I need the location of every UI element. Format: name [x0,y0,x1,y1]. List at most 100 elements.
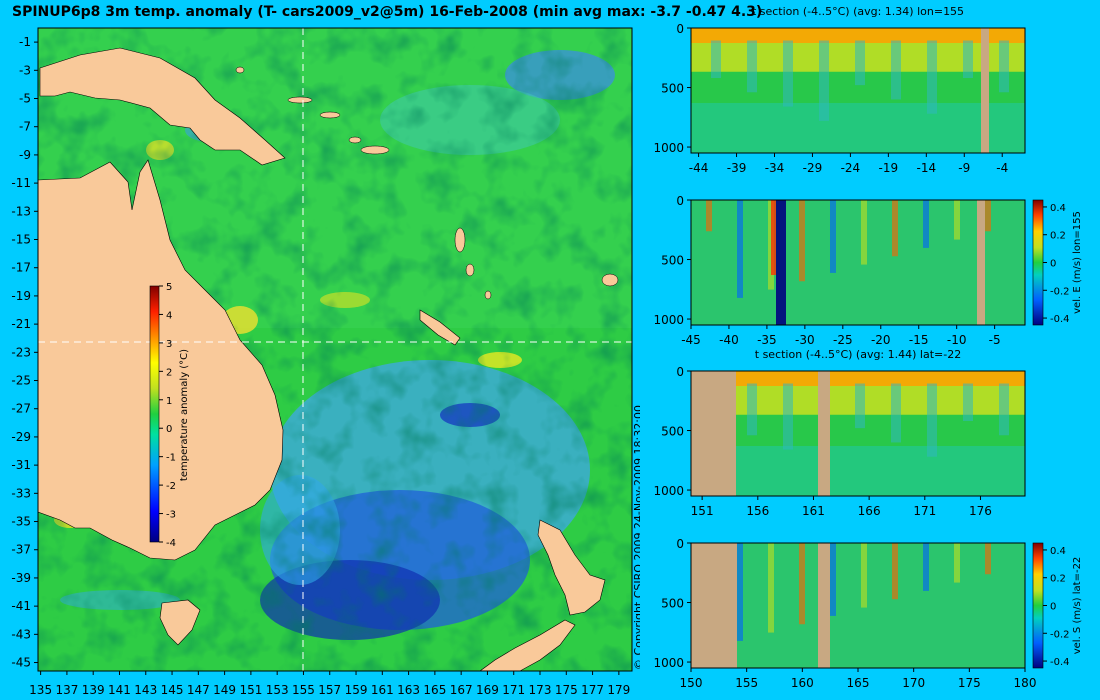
lat-tick-label: -37 [11,543,31,557]
lon-tick-label: 141 [108,683,131,697]
x-tick-label: 150 [680,676,703,690]
lat-tick-label: -7 [19,120,31,134]
land-new-guinea [39,47,286,166]
colorbar-tick-label: 0.2 [1050,231,1066,242]
y-tick-label: 1000 [653,141,684,155]
lon-tick-label: 157 [318,683,341,697]
x-tick-label: -29 [803,161,823,175]
lat-tick-label: -25 [11,374,31,388]
y-tick-label: 0 [676,194,684,208]
colorbar-tick-label: -4 [166,538,176,549]
land-mask [977,200,985,325]
map-lon-ticks: 135 137 139 141 143 145 147 149 151 153 155 157 159 1… [29,671,630,697]
x-tick-label: 171 [913,504,936,518]
land-mask [691,371,736,496]
lat-tick-label: -15 [11,233,31,247]
x-tick-label: -9 [958,161,970,175]
land-mask [818,543,830,668]
lat-tick-label: -45 [11,656,31,670]
y-tick-label: 500 [661,597,684,611]
x-tick-label: 170 [902,676,925,690]
land-new-caledonia [419,309,461,346]
lon-tick-label: 155 [292,683,315,697]
x-tick-label: -45 [681,333,701,347]
lat-tick-label: -11 [11,176,31,190]
lat-tick-label: -27 [11,402,31,416]
land-tasmania [159,599,201,646]
lon-tick-label: 165 [423,683,446,697]
x-tick-label: 156 [746,504,769,518]
lon-tick-label: 143 [134,683,157,697]
y-tick-label: 0 [676,365,684,379]
lon-tick-label: 171 [502,683,525,697]
lon-tick-label: 161 [371,683,394,697]
section-panel-1: t section (-4..5°C) (avg: 1.34) lon=155 0… [653,5,1026,175]
velocity-colorbar [1032,199,1044,326]
colorbar-tick-label: 0.2 [1050,574,1066,585]
lat-tick-label: -1 [19,35,31,49]
lat-tick-label: -13 [11,204,31,218]
lat-tick-label: -39 [11,571,31,585]
map-colorbar: 5 4 3 2 1 0 -1 -2 -3 -4 temperature anomaly (°C) [149,282,190,549]
x-tick-label: -15 [909,333,929,347]
lon-tick-label: 175 [555,683,578,697]
lat-tick-label: -9 [19,148,31,162]
lat-tick-label: -35 [11,515,31,529]
lat-tick-label: -31 [11,458,31,472]
y-tick-label: 500 [661,82,684,96]
lon-tick-label: 137 [55,683,78,697]
x-tick-label: -44 [689,161,709,175]
x-tick-label: 180 [1014,676,1037,690]
lon-tick-label: 147 [187,683,210,697]
y-tick-label: 500 [661,425,684,439]
x-tick-label: 151 [691,504,714,518]
x-tick-label: -5 [989,333,1001,347]
land-mask [818,371,830,496]
colorbar-tick-label: -0.4 [1050,314,1070,325]
lat-tick-label: -19 [11,289,31,303]
land-australia [37,159,284,561]
lon-tick-label: 179 [607,683,630,697]
x-tick-label: 166 [858,504,881,518]
map-plot-area [37,27,633,672]
velocity-colorbar [1032,542,1044,669]
land-mask [981,28,989,153]
lon-tick-label: 135 [29,683,52,697]
colorbar-tick-label: -1 [166,453,176,464]
colorbar-tick-label: 1 [166,396,172,407]
section-field [691,543,1025,668]
section-panel-3: t section (-4..5°C) (avg: 1.44) lat=-22 0… [653,348,1026,518]
velocity-colorbar-label: vel. S (m/s) lat=-22 [1072,557,1083,655]
lat-tick-label: -17 [11,261,31,275]
x-tick-label: -35 [757,333,777,347]
x-tick-label: -14 [917,161,937,175]
y-tick-label: 0 [676,537,684,551]
map-colorbar-label: temperature anomaly (°C) [179,349,190,481]
x-tick-label: -30 [795,333,815,347]
section-panels: t section (-4..5°C) (avg: 1.34) lon=155 0… [653,5,1083,690]
colorbar-tick-label: 4 [166,310,172,321]
x-tick-label: -25 [833,333,853,347]
x-tick-label: -34 [765,161,785,175]
colorbar-tick-label: 2 [166,367,172,378]
y-tick-label: 1000 [653,484,684,498]
lon-tick-label: 167 [450,683,473,697]
x-tick-label: -10 [947,333,967,347]
x-tick-label: -4 [996,161,1008,175]
lat-tick-label: -33 [11,486,31,500]
lon-tick-label: 163 [397,683,420,697]
map-frame [37,27,633,672]
page-title: SPINUP6p8 3m temp. anomaly (T- cars2009_… [12,4,763,20]
lon-tick-label: 149 [213,683,236,697]
colorbar-tick-label: 0 [1050,602,1056,613]
lon-tick-label: 159 [345,683,368,697]
x-tick-label: 160 [791,676,814,690]
colorbar-tick-label: 5 [166,282,172,293]
colorbar-tick-label: -0.4 [1050,657,1070,668]
x-tick-label: 175 [958,676,981,690]
section-frame [690,27,1026,154]
land-new-zealand-north [537,519,606,616]
y-tick-label: 500 [661,254,684,268]
colorbar-tick-label: -2 [166,481,176,492]
